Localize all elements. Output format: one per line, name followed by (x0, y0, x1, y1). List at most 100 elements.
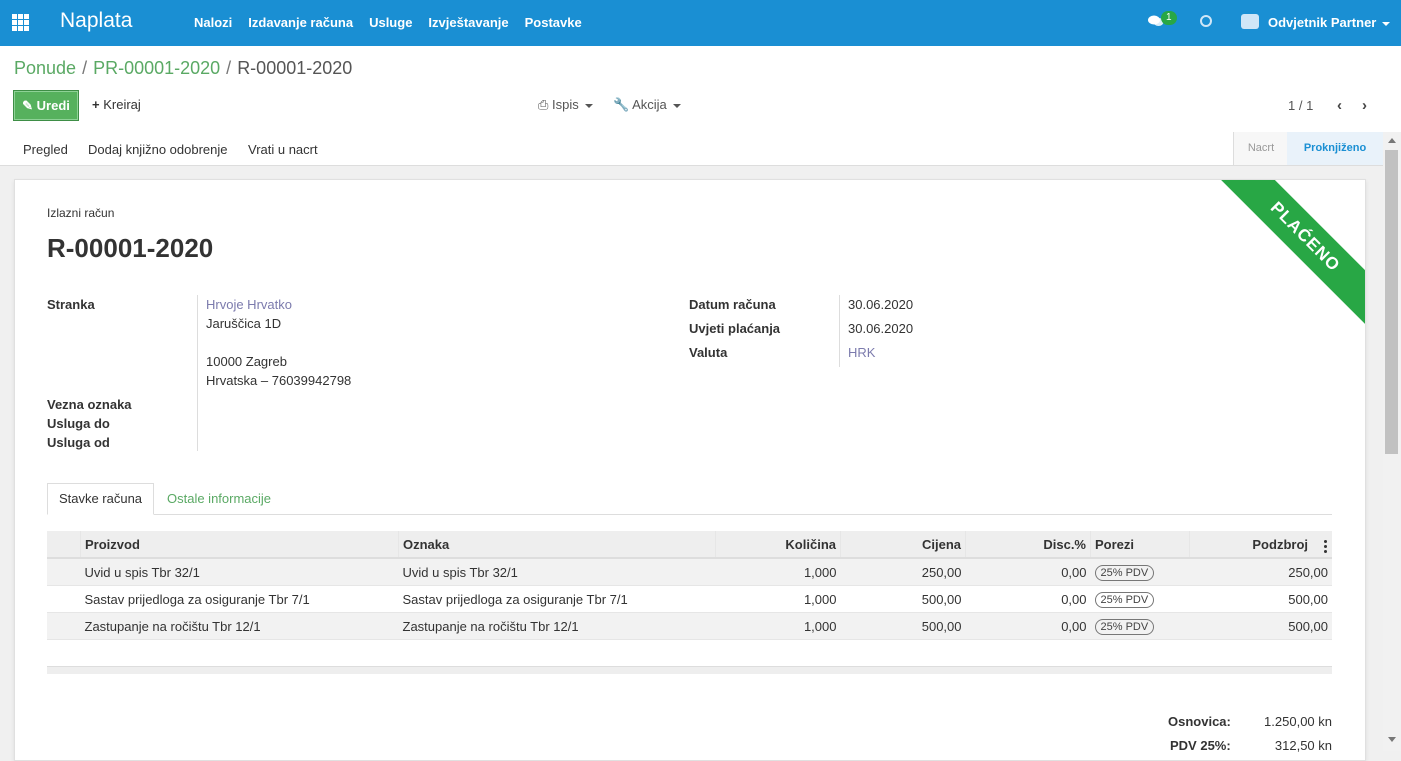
status-bar: Pregled Dodaj knjižno odobrenje Vrati u … (0, 132, 1383, 166)
menu-item-usluge[interactable]: Usluge (369, 15, 413, 30)
print-label: Ispis (552, 97, 579, 112)
pager-previous-icon[interactable]: ‹ (1337, 97, 1342, 114)
cell-quantity: 1,000 (715, 612, 841, 640)
scroll-down-icon[interactable] (1388, 737, 1396, 742)
top-navbar: Naplata Nalozi Izdavanje računa Usluge I… (0, 0, 1401, 46)
row-handle (47, 558, 81, 586)
table-row[interactable]: Sastav prijedloga za osiguranje Tbr 7/1 … (47, 585, 1332, 613)
field-divider (839, 295, 840, 367)
column-header-product[interactable]: Proizvod (80, 531, 399, 559)
cell-price: 250,00 (840, 558, 966, 586)
cell-label: Sastav prijedloga za osiguranje Tbr 7/1 (398, 585, 716, 613)
reference-label: Vezna oznaka (47, 397, 132, 412)
chevron-down-icon (1382, 21, 1391, 26)
cell-product: Uvid u spis Tbr 32/1 (80, 558, 399, 586)
cell-label: Zastupanje na ročištu Tbr 12/1 (398, 612, 716, 640)
scrollbar-thumb[interactable] (1385, 150, 1398, 454)
printer-icon: ⎙ (538, 97, 549, 112)
payment-terms-label: Uvjeti plaćanja (689, 321, 781, 336)
tab-other-info[interactable]: Ostale informacije (167, 491, 272, 506)
column-header-quantity[interactable]: Količina (715, 531, 841, 559)
breadcrumb-current: R-00001-2020 (237, 58, 353, 78)
column-header-subtotal[interactable]: Podzbroj (1189, 531, 1332, 559)
cell-taxes: 25% PDV (1090, 558, 1190, 586)
print-dropdown[interactable]: ⎙ Ispis (538, 97, 593, 113)
menu-item-postavke[interactable]: Postavke (524, 15, 582, 30)
app-brand[interactable]: Naplata (60, 9, 133, 32)
breadcrumb: Ponude / PR-00001-2020/R-00001-2020 (14, 58, 353, 78)
column-header-price[interactable]: Cijena (840, 531, 966, 559)
payment-terms-value: 30.06.2020 (848, 321, 914, 336)
breadcrumb-item-ponude[interactable]: Ponude (14, 58, 77, 78)
pager-value[interactable]: 1 / 1 (1288, 98, 1314, 113)
menu-item-izvjestavanje[interactable]: Izvještavanje (428, 15, 509, 30)
column-header-taxes[interactable]: Porezi (1090, 531, 1190, 559)
cell-quantity: 1,000 (715, 585, 841, 613)
menu-item-izdavanje-racuna[interactable]: Izdavanje računa (248, 15, 354, 30)
action-dropdown[interactable]: 🔧 Akcija (613, 97, 681, 113)
user-name: Odvjetnik Partner (1268, 15, 1377, 30)
action-label: Akcija (632, 97, 667, 112)
invoice-lines-table: Proizvod Oznaka Količina Cijena Disc.% P… (47, 531, 1332, 640)
tax-amount-label: PDV 25%: (1170, 738, 1231, 753)
tab-invoice-lines[interactable]: Stavke računa (47, 483, 154, 515)
document-type: Izlazni račun (47, 206, 115, 220)
menu-item-nalozi[interactable]: Nalozi (194, 15, 233, 30)
create-button[interactable]: + Kreiraj (92, 97, 141, 112)
cell-discount: 0,00 (965, 585, 1091, 613)
address-line2: 10000 Zagreb (206, 354, 287, 369)
edit-button[interactable]: ✎ Uredi (13, 90, 79, 121)
main-menu: Nalozi Izdavanje računa Usluge Izvještav… (186, 15, 590, 30)
tax-tag: 25% PDV (1094, 618, 1155, 635)
table-row[interactable]: Uvid u spis Tbr 32/1 Uvid u spis Tbr 32/… (47, 558, 1332, 586)
column-handle (47, 531, 81, 559)
tax-amount-value: 312,50 kn (1274, 738, 1332, 753)
clock-icon[interactable] (1200, 15, 1212, 27)
paid-ribbon: PLAĆENO (1210, 180, 1365, 332)
wrench-icon: 🔧 (613, 97, 630, 112)
row-handle (47, 612, 81, 640)
cell-taxes: 25% PDV (1090, 585, 1190, 613)
invoice-date-value: 30.06.2020 (848, 297, 914, 312)
pager-next-icon[interactable]: › (1362, 97, 1367, 114)
stage-posted[interactable]: Proknjiženo (1287, 132, 1383, 165)
column-header-label[interactable]: Oznaka (398, 531, 716, 559)
address-line1: Jaruščica 1D (206, 316, 282, 331)
scroll-up-icon[interactable] (1388, 138, 1396, 143)
field-divider (197, 295, 198, 451)
cell-quantity: 1,000 (715, 558, 841, 586)
cell-taxes: 25% PDV (1090, 612, 1190, 640)
apps-grid-icon[interactable] (12, 14, 30, 32)
address-line3: Hrvatska – 76039942798 (206, 373, 352, 388)
create-button-label: Kreiraj (103, 97, 141, 112)
cell-subtotal: 500,00 (1189, 585, 1332, 613)
edit-button-label: Uredi (36, 98, 70, 113)
cell-subtotal: 250,00 (1189, 558, 1332, 586)
form-sheet: PLAĆENO (14, 179, 1366, 761)
add-credit-note-button[interactable]: Dodaj knjižno odobrenje (88, 142, 228, 157)
table-row[interactable]: Zastupanje na ročištu Tbr 12/1 Zastupanj… (47, 612, 1332, 640)
cell-product: Sastav prijedloga za osiguranje Tbr 7/1 (80, 585, 399, 613)
currency-label: Valuta (689, 345, 728, 360)
user-menu[interactable]: Odvjetnik Partner (1268, 15, 1391, 30)
preview-button[interactable]: Pregled (23, 142, 68, 157)
stage-draft[interactable]: Nacrt (1233, 132, 1288, 165)
cell-discount: 0,00 (965, 612, 1091, 640)
table-header-row: Proizvod Oznaka Količina Cijena Disc.% P… (47, 531, 1332, 559)
document-title: R-00001-2020 (47, 233, 214, 263)
breadcrumb-item-offer[interactable]: PR-00001-2020 (93, 58, 221, 78)
reset-to-draft-button[interactable]: Vrati u nacrt (248, 142, 318, 157)
optional-columns-icon[interactable] (1324, 540, 1327, 555)
column-header-discount[interactable]: Disc.% (965, 531, 1091, 559)
service-to-label: Usluga do (47, 416, 110, 431)
partner-link[interactable]: Hrvoje Hrvatko (206, 297, 292, 312)
row-handle (47, 585, 81, 613)
company-camera-icon[interactable] (1241, 14, 1259, 29)
chat-count-badge: 1 (1161, 11, 1177, 25)
cell-price: 500,00 (840, 585, 966, 613)
base-amount-value: 1.250,00 kn (1264, 714, 1332, 729)
tab-divider (47, 514, 1332, 515)
currency-link[interactable]: HRK (848, 345, 876, 360)
scrollbar[interactable] (1383, 132, 1401, 751)
control-panel: Ponude / PR-00001-2020/R-00001-2020 (0, 46, 1401, 133)
